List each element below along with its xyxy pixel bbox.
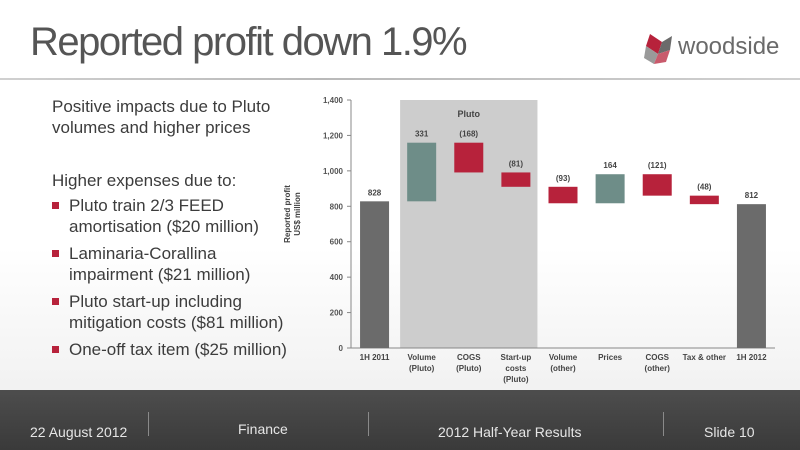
title-divider — [0, 78, 800, 80]
bar-value-label: 828 — [368, 188, 382, 197]
y-tick-label: 600 — [330, 238, 344, 247]
x-category-label-line: costs — [505, 364, 526, 373]
footer-divider — [148, 412, 149, 436]
footer-divider — [368, 412, 369, 436]
expense-item-impairment: Laminaria-Corallina impairment ($21 mill… — [52, 243, 302, 285]
y-tick-label: 200 — [330, 309, 344, 318]
bar-value-label: 331 — [415, 130, 429, 139]
x-category-label-line: (Pluto) — [409, 364, 435, 373]
waterfall-bar — [360, 201, 390, 348]
profit-waterfall-chart: Pluto 0 200 400 600 800 1,000 1,200 1,400 Reporte… — [283, 96, 775, 384]
x-category-label: COGS (other) — [645, 353, 671, 373]
commentary-panel: Positive impacts due to Pluto volumes an… — [52, 96, 302, 366]
x-category-label-line: Volume — [549, 353, 578, 362]
waterfall-bar — [642, 174, 672, 196]
woodside-logo-icon — [644, 34, 672, 64]
x-category-label-line: Tax & other — [683, 353, 726, 362]
y-tick-label: 1,400 — [323, 96, 344, 105]
positive-impacts-text: Positive impacts due to Pluto volumes an… — [52, 97, 271, 137]
higher-expenses-heading: Higher expenses due to: — [52, 171, 237, 190]
x-category-label: Start-up costs (Pluto) — [501, 353, 532, 384]
bar-value-label: 812 — [745, 191, 759, 200]
y-tick-label: 400 — [330, 273, 344, 282]
y-tick-label: 0 — [339, 344, 344, 353]
woodside-logo-text: woodside — [678, 33, 780, 60]
bar-value-label: 164 — [603, 161, 617, 170]
x-category-label-line: COGS — [457, 353, 481, 362]
waterfall-bar — [736, 204, 766, 348]
x-category-label-line: Start-up — [501, 353, 532, 362]
x-category-label: Volume (Pluto) — [408, 353, 437, 373]
bar-value-label: (168) — [459, 130, 478, 139]
footer-divider — [663, 412, 664, 436]
x-category-label-line: Prices — [598, 353, 623, 362]
waterfall-bar — [689, 195, 719, 205]
waterfall-bar — [548, 186, 578, 204]
x-category-label-line: (other) — [550, 364, 576, 373]
waterfall-bar — [454, 142, 484, 173]
footer-event: 2012 Half-Year Results — [438, 424, 582, 440]
footer-section: Finance — [238, 421, 288, 437]
bar-value-label: (121) — [648, 161, 667, 170]
expense-item-startup-costs: Pluto start-up including mitigation cost… — [52, 291, 302, 333]
x-category-label: Prices — [598, 353, 623, 362]
bar-value-label: (48) — [697, 183, 712, 192]
y-tick-label: 1,000 — [323, 167, 344, 176]
x-category-label-line: Volume — [408, 353, 437, 362]
waterfall-bar — [501, 172, 531, 187]
x-category-label: 1H 2011 — [360, 353, 390, 362]
pluto-band-label: Pluto — [458, 109, 481, 119]
y-tick-label: 1,200 — [323, 131, 344, 140]
expense-item-tax: One-off tax item ($25 million) — [52, 339, 302, 360]
bar-value-label: (81) — [509, 159, 524, 168]
bar-value-label: (93) — [556, 174, 571, 183]
expense-list: Pluto train 2/3 FEED amortisation ($20 m… — [52, 195, 302, 360]
x-category-label-line: 1H 2012 — [736, 353, 767, 362]
y-axis-title-line: US$ million — [293, 192, 302, 236]
x-category-label-line: (Pluto) — [456, 364, 482, 373]
y-axis-title: Reported profitUS$ million — [283, 185, 302, 243]
y-axis-title-line: Reported profit — [283, 185, 292, 243]
x-category-label: 1H 2012 — [736, 353, 767, 362]
pluto-highlight-band — [400, 100, 538, 348]
x-category-label: COGS (Pluto) — [456, 353, 482, 373]
waterfall-bar — [407, 142, 437, 202]
x-category-label: Volume (other) — [549, 353, 578, 373]
x-category-label-line: 1H 2011 — [360, 353, 390, 362]
x-category-label-line: (other) — [645, 364, 671, 373]
expense-item-feed-amortisation: Pluto train 2/3 FEED amortisation ($20 m… — [52, 195, 302, 237]
slide-title: Reported profit down 1.9% — [30, 20, 468, 64]
x-category-label-line: (Pluto) — [503, 375, 529, 384]
y-tick-label: 800 — [330, 202, 344, 211]
waterfall-bar — [595, 174, 625, 204]
footer-date: 22 August 2012 — [30, 424, 128, 440]
footer-bar: 22 August 2012 Finance 2012 Half-Year Re… — [0, 390, 800, 450]
x-category-label-line: COGS — [645, 353, 669, 362]
footer-slide-number: Slide 10 — [704, 424, 755, 440]
x-category-label: Tax & other — [683, 353, 726, 362]
